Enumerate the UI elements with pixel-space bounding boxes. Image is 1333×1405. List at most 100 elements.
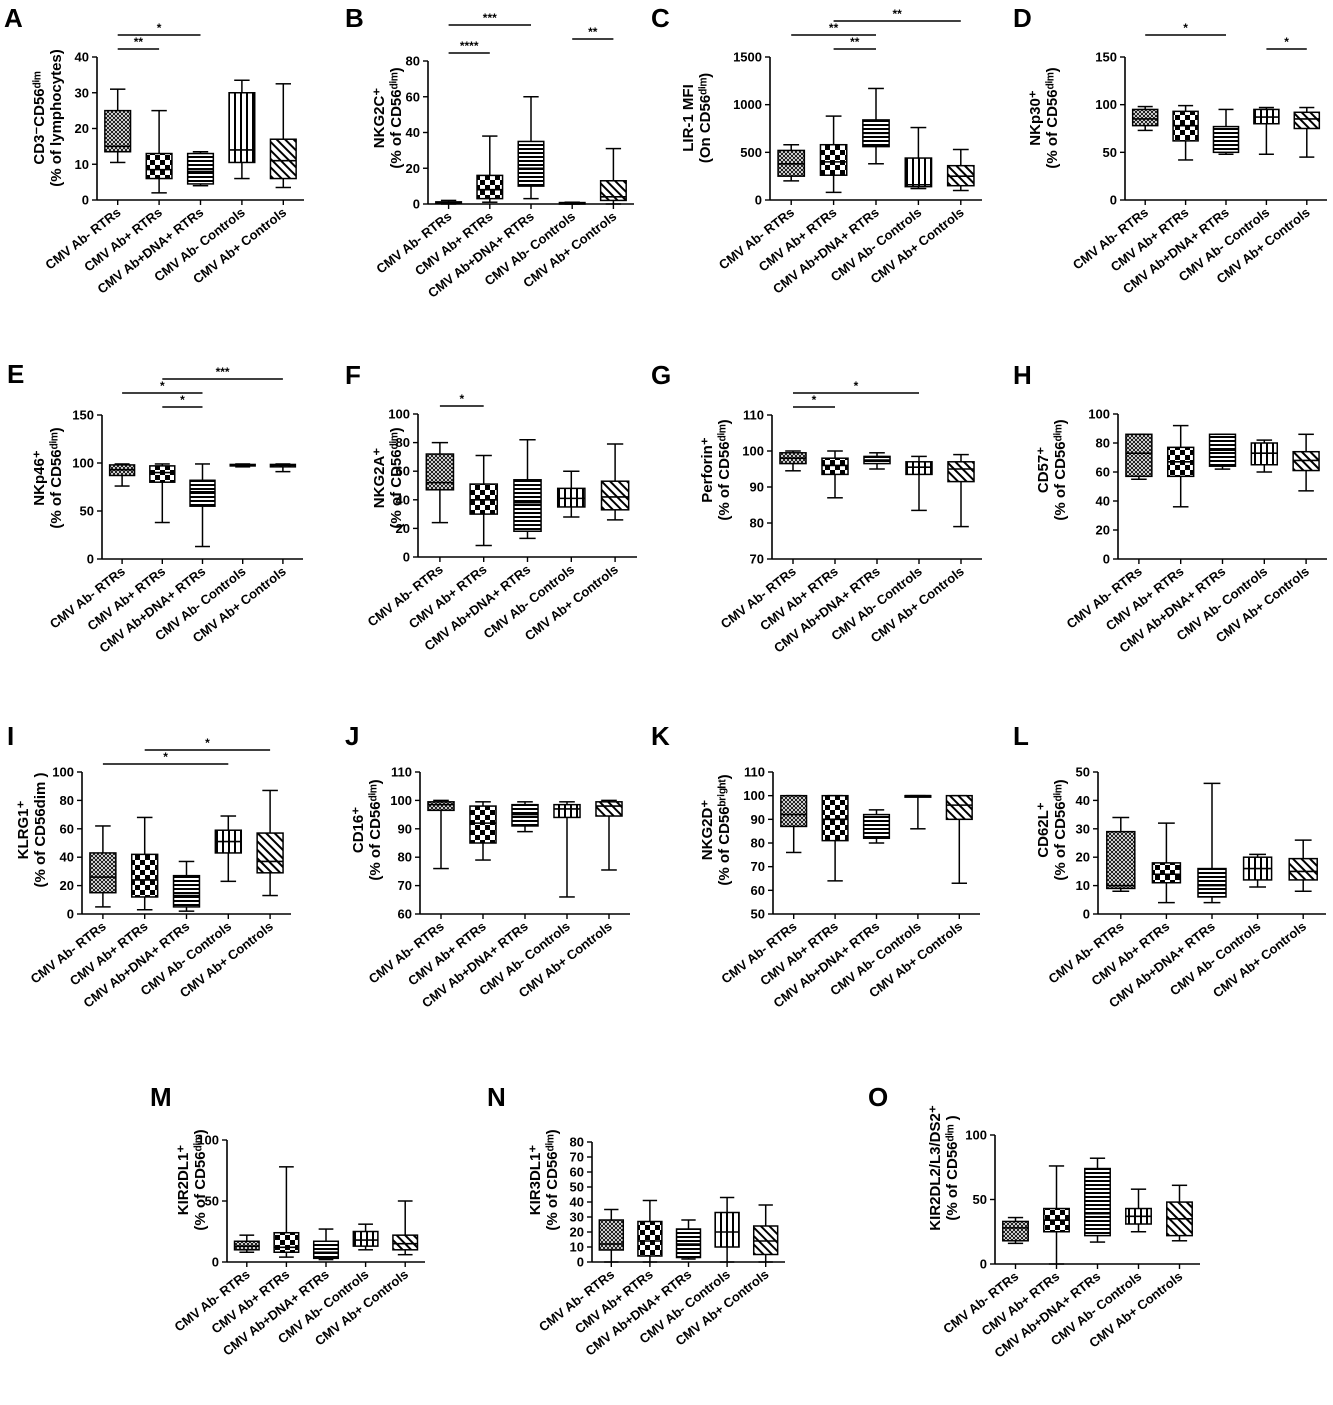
- box-iqr: [600, 480, 630, 511]
- y-axis-label: CD62L⁺(% of CD56ᵈⁱᵐ): [1035, 779, 1069, 880]
- y-tick-label: 50: [570, 1180, 584, 1195]
- box-1: [1125, 433, 1153, 480]
- y-tick-label: 70: [570, 1150, 584, 1165]
- y-tick-label: 0: [1103, 552, 1110, 567]
- y-tick-label: 60: [751, 883, 765, 898]
- box-5: [269, 83, 297, 189]
- box-2: [476, 135, 504, 203]
- box-iqr: [947, 461, 975, 483]
- panel-letter: F: [345, 360, 361, 390]
- y-tick-label: 30: [75, 85, 89, 100]
- y-tick-label: 0: [1083, 907, 1090, 922]
- box-iqr: [1084, 1167, 1111, 1237]
- y-tick-label: 50: [1103, 145, 1117, 160]
- panel-letter: E: [7, 359, 24, 389]
- box-iqr: [598, 1219, 625, 1251]
- box-2: [1151, 822, 1182, 904]
- significance-label: *: [459, 392, 464, 406]
- significance-label: *: [157, 21, 162, 35]
- y-tick-label: 110: [744, 765, 765, 780]
- y-tick-label: 0: [577, 1255, 584, 1270]
- panel-letter: K: [651, 721, 670, 751]
- y-tick-label: 80: [406, 54, 420, 69]
- significance-label: *: [180, 393, 185, 407]
- y-tick-label: 80: [1096, 436, 1110, 451]
- panel-letter: O: [868, 1082, 888, 1112]
- y-tick-label: 110: [743, 408, 764, 423]
- y-tick-label: 10: [75, 157, 89, 172]
- box-iqr: [1288, 857, 1318, 881]
- significance-label: *: [854, 379, 859, 393]
- significance-label: *: [812, 393, 817, 407]
- y-tick-label: 20: [396, 521, 410, 536]
- box-iqr: [513, 479, 542, 533]
- box-1: [233, 1234, 260, 1253]
- y-tick-label: 50: [205, 1194, 219, 1209]
- panel-letter: I: [7, 721, 14, 751]
- y-axis-label: NKG2D⁺(% of CD56ᵇʳⁱᵍʰᵗ): [699, 774, 733, 885]
- box-iqr: [553, 803, 581, 819]
- box-4: [556, 470, 586, 518]
- box-iqr: [189, 479, 216, 507]
- y-tick-label: 80: [751, 836, 765, 851]
- box-2: [149, 463, 176, 524]
- y-tick-label: 90: [751, 812, 765, 827]
- box-iqr: [945, 794, 973, 821]
- panel-letter: H: [1013, 360, 1032, 390]
- box-iqr: [819, 143, 848, 176]
- box-iqr: [821, 457, 849, 476]
- y-tick-label: 0: [82, 193, 89, 208]
- y-tick-label: 0: [212, 1255, 219, 1270]
- y-tick-label: 20: [75, 121, 89, 136]
- significance-label: **: [134, 35, 144, 49]
- y-tick-label: 100: [72, 456, 94, 471]
- box-5: [947, 453, 975, 528]
- box-iqr: [186, 152, 215, 185]
- y-tick-label: 0: [755, 193, 762, 208]
- y-tick-label: 60: [398, 907, 412, 922]
- y-tick-label: 50: [80, 504, 94, 519]
- y-tick-label: 40: [570, 1195, 584, 1210]
- panel-letter: G: [651, 360, 671, 390]
- panel-n: N KIR3DL1⁺(% of CD56ᵈⁱᵐ) 01020304050607080…: [487, 1082, 785, 1359]
- y-tick-label: 110: [391, 765, 412, 780]
- box-iqr: [1106, 830, 1136, 890]
- box-iqr: [1197, 867, 1227, 898]
- box-4: [558, 201, 586, 205]
- box-2: [1043, 1165, 1070, 1265]
- y-tick-label: 10: [570, 1240, 584, 1255]
- y-tick-label: 80: [570, 1135, 584, 1150]
- box-5: [595, 799, 623, 871]
- y-tick-label: 0: [87, 552, 94, 567]
- y-tick-label: 50: [973, 1192, 987, 1207]
- box-5: [752, 1204, 779, 1263]
- y-tick-label: 150: [72, 408, 94, 423]
- significance-label: **: [893, 7, 903, 21]
- box-1: [427, 799, 455, 870]
- box-5: [946, 148, 975, 192]
- box-5: [945, 794, 973, 884]
- box-4: [904, 794, 932, 830]
- y-tick-label: 100: [388, 407, 410, 422]
- panel-letter: D: [1013, 3, 1032, 33]
- y-tick-label: 50: [1076, 765, 1090, 780]
- y-tick-label: 40: [406, 125, 420, 140]
- y-axis-label: CD3⁻CD56ᵈⁱᵐ(% of lymphocytes): [31, 49, 65, 187]
- box-1: [598, 1208, 625, 1263]
- box-iqr: [392, 1234, 419, 1251]
- box-3: [1208, 433, 1237, 470]
- y-tick-label: 60: [406, 89, 420, 104]
- y-axis-label: KIR2DL2/L3/DS2⁺(% of CD56ᵈⁱᵐ ): [927, 1105, 961, 1231]
- box-iqr: [256, 832, 284, 874]
- box-3: [312, 1228, 340, 1261]
- box-iqr: [89, 852, 117, 894]
- box-iqr: [780, 794, 808, 828]
- panel-k: K NKG2D⁺(% of CD56ᵇʳⁱᵍʰᵗ) 50 60 70 80 90 100 110…: [651, 721, 980, 1011]
- y-tick-label: 100: [965, 1128, 987, 1143]
- y-axis-label: LIR-1 MFI(On CD56ᵈⁱᵐ): [680, 73, 714, 163]
- box-3: [513, 438, 542, 540]
